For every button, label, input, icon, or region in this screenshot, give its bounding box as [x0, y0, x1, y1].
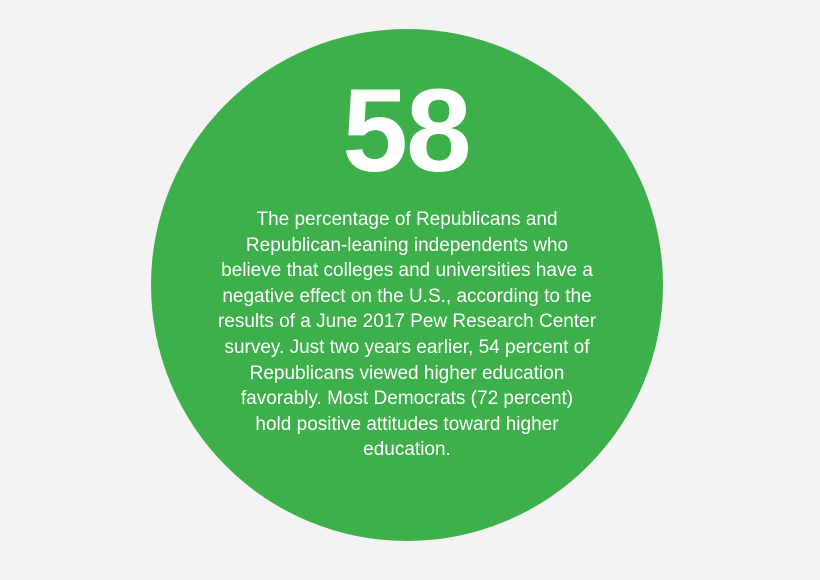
description-line: The percentage of Republicans and	[256, 209, 558, 230]
green-circle-badge	[151, 29, 663, 541]
description-line: survey. Just two years earlier, 54 perce…	[224, 336, 590, 358]
description-line: negative effect on the U.S., according t…	[222, 285, 592, 307]
description-line: hold positive attitudes toward higher	[255, 413, 559, 435]
description-line: results of a June 2017 Pew Research Cent…	[217, 311, 597, 333]
description-line: favorably. Most Democrats (72 percent)	[240, 388, 574, 410]
stat-number: 58	[342, 65, 471, 197]
description-line: believe that colleges and universities h…	[221, 260, 593, 282]
description-line: Republicans viewed higher education	[249, 362, 565, 384]
description-line: education.	[363, 439, 451, 461]
stat-description: The percentage of Republicans and Republ…	[206, 207, 608, 463]
description-line: Republican-leaning independents who	[245, 234, 569, 256]
